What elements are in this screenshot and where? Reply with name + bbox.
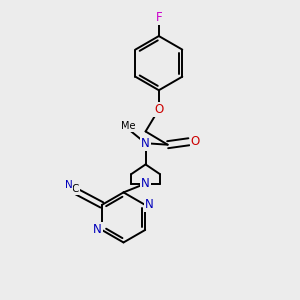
Text: O: O [191,135,200,148]
Text: N: N [141,137,150,150]
Text: N: N [141,177,150,190]
Text: Me: Me [121,122,135,131]
Text: N: N [65,180,72,190]
Text: O: O [154,103,164,116]
Text: C: C [71,184,79,194]
Text: F: F [155,11,162,24]
Text: N: N [93,224,102,236]
Text: N: N [145,198,154,212]
